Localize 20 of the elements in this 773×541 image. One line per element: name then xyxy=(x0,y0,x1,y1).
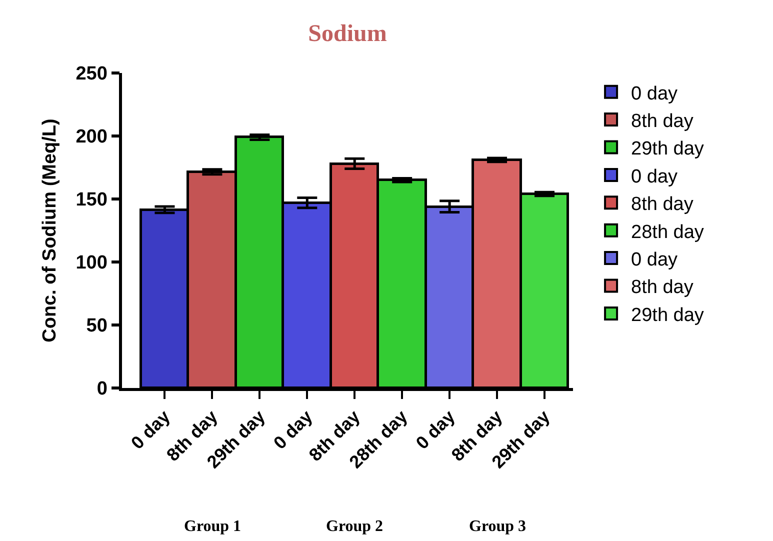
legend-label: 29th day xyxy=(631,304,704,326)
y-tick-label: 100 xyxy=(76,252,108,274)
chart-title: Sodium xyxy=(308,21,387,48)
legend-label: 29th day xyxy=(631,138,704,160)
legend-label: 0 day xyxy=(631,166,678,188)
legend-label: 8th day xyxy=(631,277,694,298)
legend-label: 0 day xyxy=(631,249,678,270)
text: Group 1 xyxy=(184,518,242,535)
legend-label: 0 day xyxy=(631,83,678,104)
legend-label: 8th day xyxy=(631,194,694,216)
y-tick-label: 200 xyxy=(76,126,108,148)
y-tick-label: 0 xyxy=(96,378,108,400)
y-tick-label: 150 xyxy=(76,190,108,211)
legend-label: 8th day xyxy=(631,110,694,132)
legend-label: 28th day xyxy=(631,222,704,243)
y-axis-title: Conc. of Sodium (Meq/L) xyxy=(40,118,61,342)
text: Group 3 xyxy=(469,518,526,535)
y-tick-label: 250 xyxy=(76,64,108,85)
text: Group 2 xyxy=(326,518,384,535)
y-tick-label: 50 xyxy=(86,316,108,337)
